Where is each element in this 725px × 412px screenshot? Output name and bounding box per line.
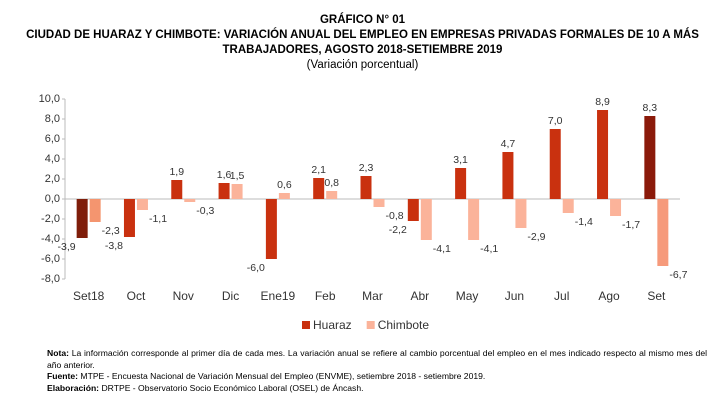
legend-label: Chimbote <box>378 318 430 332</box>
note-text: MTPE - Encuesta Nacional de Variación Me… <box>80 371 486 381</box>
data-label: -6,0 <box>247 262 265 274</box>
header: GRÁFICO N° 01 CIUDAD DE HUARAZ Y CHIMBOT… <box>0 13 725 73</box>
bar <box>136 199 148 210</box>
y-tick-label: 4,0 <box>45 153 60 165</box>
data-label: 2,1 <box>311 164 326 176</box>
x-tick-label: Ene19 <box>261 289 296 303</box>
y-tick-label: 6,0 <box>45 133 60 145</box>
note-label: Nota: <box>47 348 69 358</box>
chart-title: CIUDAD DE HUARAZ Y CHIMBOTE: VARIACIÓN A… <box>26 29 699 56</box>
data-label: -3,8 <box>105 240 123 252</box>
bar <box>231 184 243 199</box>
data-label: 0,6 <box>277 179 292 191</box>
x-tick-label: Ago <box>598 289 620 303</box>
note-label: Elaboración: <box>47 382 100 393</box>
data-label: -4,1 <box>433 243 451 255</box>
chart-heading: GRÁFICO N° 01 <box>319 14 406 26</box>
y-tick-label: -2,0 <box>41 213 60 225</box>
x-tick-label: Jun <box>505 289 524 303</box>
bar <box>549 129 561 199</box>
y-tick-label: -4,0 <box>41 233 60 245</box>
bar <box>468 199 480 240</box>
x-tick-label: Set18 <box>73 289 105 303</box>
bar <box>657 199 669 266</box>
data-label: 8,3 <box>643 102 658 114</box>
data-label: 1,9 <box>169 166 184 178</box>
data-label: -4,1 <box>480 243 498 255</box>
notes: Nota: La información corresponde al prim… <box>47 348 707 394</box>
bar <box>610 199 622 216</box>
bar <box>218 183 230 199</box>
data-label: -0,8 <box>386 210 404 222</box>
note: Nota: La información corresponde al prim… <box>47 348 707 371</box>
bar <box>597 110 609 199</box>
x-tick-label: Nov <box>173 289 194 303</box>
data-label: -1,7 <box>622 219 640 231</box>
data-label: 1,6 <box>217 169 232 181</box>
data-label: -3,9 <box>58 241 76 253</box>
y-tick-label: 8,0 <box>45 113 60 125</box>
data-label: 1,5 <box>230 170 245 182</box>
bar <box>360 176 372 199</box>
bar <box>515 199 527 228</box>
bar <box>278 193 290 199</box>
legend-swatch <box>366 321 375 329</box>
bar <box>265 199 277 259</box>
data-label: -1,1 <box>149 213 167 225</box>
x-tick-label: Jul <box>554 289 569 303</box>
bar <box>76 199 88 238</box>
bar <box>184 199 196 202</box>
bar <box>562 199 574 213</box>
y-tick-label: 0,0 <box>45 193 60 205</box>
x-tick-label: Mar <box>362 289 383 303</box>
chart: -8,0 -6,0 -4,0 -2,0 0,0 2,0 4,0 6,0 8,0 10,0 Set18… <box>39 93 688 332</box>
bar <box>407 199 419 221</box>
legend-swatch <box>302 321 310 329</box>
data-label: 2,3 <box>359 162 374 174</box>
bar <box>123 199 135 237</box>
data-label: -2,3 <box>102 225 120 237</box>
x-tick-label: Abr <box>410 289 429 303</box>
bar <box>326 191 338 199</box>
note-text: La información corresponde al primer día… <box>47 348 708 370</box>
data-label: 3,1 <box>453 154 468 166</box>
legend-label: Huaraz <box>313 318 352 332</box>
note: Elaboración: DRTPE - Observatorio Socio … <box>47 383 707 395</box>
data-label: -6,7 <box>669 269 687 281</box>
bar <box>420 199 432 240</box>
data-label: -1,4 <box>575 216 593 228</box>
data-label: 7,0 <box>548 115 563 127</box>
y-tick-label: 10,0 <box>39 93 60 105</box>
data-label: 8,9 <box>595 96 610 108</box>
y-tick-label: -6,0 <box>41 253 60 265</box>
bar <box>644 116 656 199</box>
x-tick-label: Feb <box>315 289 336 303</box>
y-tick-label: -8,0 <box>41 273 60 285</box>
bar <box>455 168 467 199</box>
bar <box>89 199 101 222</box>
note-text: DRTPE - Observatorio Socio Económico Lab… <box>101 382 364 393</box>
chart-subtitle: (Variación porcentual) <box>306 59 419 71</box>
bar <box>373 199 385 207</box>
data-label: -2,2 <box>389 224 407 236</box>
bar <box>171 180 183 199</box>
data-label: -0,3 <box>196 205 214 217</box>
data-label: 4,7 <box>501 138 516 150</box>
note: Fuente: MTPE - Encuesta Nacional de Vari… <box>47 371 707 383</box>
bar <box>502 152 514 199</box>
x-tick-label: Set <box>647 289 666 303</box>
note-label: Fuente: <box>47 371 79 381</box>
bar <box>313 178 325 199</box>
x-tick-label: Dic <box>222 289 239 303</box>
data-label: -2,9 <box>527 231 545 243</box>
x-tick-label: Oct <box>127 289 146 303</box>
data-label: 0,8 <box>324 177 339 189</box>
x-tick-label: May <box>456 289 479 303</box>
y-tick-label: 2,0 <box>45 173 60 185</box>
